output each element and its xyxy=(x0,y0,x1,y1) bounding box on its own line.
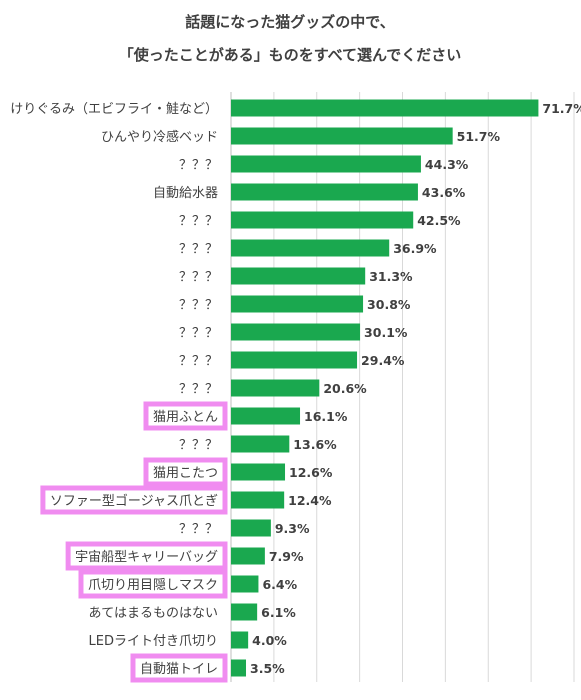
category-label: ？？？ xyxy=(179,326,218,341)
highlight-box xyxy=(40,485,228,515)
value-label: 29.4% xyxy=(361,353,405,368)
category-label: ？？？ xyxy=(179,438,218,453)
value-label: 31.3% xyxy=(369,269,413,284)
category-labels: けりぐるみ（エビフライ・鮭など） ひんやり冷感ベッド ？？？ 自動給水器 ？？？ ？？？ ？… xyxy=(10,102,218,677)
bar xyxy=(231,155,421,173)
value-label: 12.4% xyxy=(288,493,332,508)
bar xyxy=(231,99,539,117)
category-label: あてはまるものはない xyxy=(89,606,218,621)
category-label: けりぐるみ（エビフライ・鮭など） xyxy=(10,102,218,117)
value-label: 12.6% xyxy=(289,465,333,480)
category-label: 宇宙船型キャリーバッグ xyxy=(75,550,218,565)
value-label: 6.1% xyxy=(261,605,296,620)
category-label: 爪切り用目隠しマスク xyxy=(88,578,218,593)
bar xyxy=(231,407,301,425)
category-label: ？？？ xyxy=(179,214,218,229)
bar xyxy=(231,127,453,145)
bar xyxy=(231,659,247,677)
value-label: 16.1% xyxy=(304,409,348,424)
chart-title-line: 話題になった猫グッズの中で、 xyxy=(185,13,394,31)
bar xyxy=(231,211,414,229)
highlight-box xyxy=(143,457,228,487)
chart-title-line: 「使ったことがある」ものをすべて選んでください xyxy=(119,46,462,64)
value-label: 3.5% xyxy=(250,661,285,676)
category-label: 自動猫トイレ xyxy=(140,662,218,677)
bar xyxy=(231,575,259,593)
category-label: 自動給水器 xyxy=(153,186,218,201)
value-label: 30.8% xyxy=(367,297,411,312)
bar xyxy=(231,547,265,565)
value-label: 7.9% xyxy=(269,549,304,564)
category-label: ？？？ xyxy=(179,382,218,397)
value-label: 44.3% xyxy=(425,157,469,172)
bar xyxy=(231,603,258,621)
chart-bars xyxy=(231,99,539,677)
category-label: ？？？ xyxy=(179,158,218,173)
bar xyxy=(231,435,290,453)
value-label: 6.4% xyxy=(262,577,297,592)
value-label: 51.7% xyxy=(457,129,501,144)
bar xyxy=(231,491,285,509)
category-label: ？？？ xyxy=(179,298,218,313)
highlight-box xyxy=(78,569,228,599)
value-label: 9.3% xyxy=(275,521,310,536)
value-label: 36.9% xyxy=(393,241,437,256)
category-label: ソファー型ゴージャス爪とぎ xyxy=(50,493,218,509)
category-label: ？？？ xyxy=(179,522,218,537)
highlight-box xyxy=(65,541,228,571)
highlight-boxes xyxy=(40,401,228,683)
bar xyxy=(231,295,364,313)
bar xyxy=(231,267,366,285)
bar xyxy=(231,463,286,481)
category-label: LEDライト付き爪切り xyxy=(89,634,218,649)
bar xyxy=(231,631,249,649)
chart-title: 話題になった猫グッズの中で、「使ったことがある」ものをすべて選んでください xyxy=(119,13,462,64)
category-label: ？？？ xyxy=(179,242,218,257)
value-labels: 71.7% 51.7% 44.3% 43.6% 42.5% 36.9% 31.3% 30.8%… xyxy=(250,101,581,676)
highlight-box xyxy=(130,653,228,683)
highlight-box xyxy=(143,401,228,431)
value-label: 30.1% xyxy=(364,325,408,340)
value-label: 71.7% xyxy=(542,101,581,116)
bar xyxy=(231,183,418,201)
bar xyxy=(231,351,358,369)
value-label: 20.6% xyxy=(323,381,367,396)
bar xyxy=(231,239,390,257)
category-label: ひんやり冷感ベッド xyxy=(101,129,218,145)
bar xyxy=(231,519,271,537)
bar xyxy=(231,379,320,397)
category-label: ？？？ xyxy=(179,270,218,285)
category-label: 猫用ふとん xyxy=(153,410,218,425)
category-label: ？？？ xyxy=(179,354,218,369)
value-label: 4.0% xyxy=(252,633,287,648)
bar xyxy=(231,323,361,341)
value-label: 42.5% xyxy=(417,213,461,228)
value-label: 13.6% xyxy=(293,437,337,452)
value-label: 43.6% xyxy=(422,185,466,200)
category-label: 猫用こたつ xyxy=(153,466,218,481)
